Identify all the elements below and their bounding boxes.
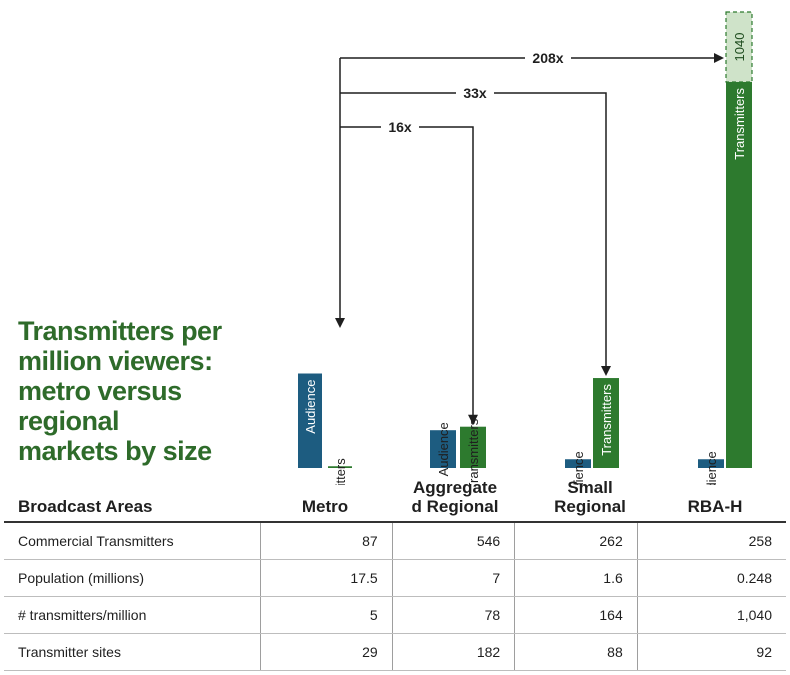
row-label: Transmitter sites <box>4 633 261 671</box>
arrow-head <box>335 318 345 328</box>
table-cell: 1.6 <box>514 559 638 597</box>
col-head-small-regional: Small Regional <box>530 478 650 516</box>
transmitters-bar-label: Transmitters <box>732 88 747 160</box>
table-row: Transmitter sites 29 182 88 92 <box>4 633 786 671</box>
transmitters-bar-label: Transmitters <box>466 418 481 485</box>
table-row: Commercial Transmitters 87 546 262 258 <box>4 523 786 560</box>
table-row: # transmitters/million 5 78 164 1,040 <box>4 596 786 634</box>
audience-bar-label: Audience <box>436 422 451 476</box>
transmitters-bar <box>328 466 352 468</box>
table-cell: 182 <box>391 633 515 671</box>
arrow-label: 33x <box>463 85 487 101</box>
audience-bar <box>565 459 591 468</box>
table-cell: 88 <box>514 633 638 671</box>
table-cell: 17.5 <box>260 559 393 597</box>
data-table: Commercial Transmitters 87 546 262 258 Popula… <box>0 523 790 671</box>
arrow-head <box>601 366 611 377</box>
table-cell: 78 <box>391 596 515 634</box>
audience-bar <box>698 459 724 468</box>
arrow-line <box>419 126 474 417</box>
col-head-aggregated-regional: Aggregate d Regional <box>395 478 515 516</box>
bar-chart: Audience Transmitters Audience Transmitters… <box>298 11 753 485</box>
transmitters-bar-label: Transmitters <box>599 384 614 456</box>
table-cell: 164 <box>514 596 638 634</box>
audience-bar <box>430 430 456 468</box>
table-cell: 5 <box>260 596 393 634</box>
title-line: markets by size <box>18 436 212 466</box>
arrow-head <box>468 414 478 425</box>
table-cell: 87 <box>260 523 393 560</box>
title-line: metro versus <box>18 376 182 406</box>
table-cell: 92 <box>636 633 786 671</box>
row-label: Commercial Transmitters <box>4 523 261 560</box>
transmitters-bar <box>460 426 486 468</box>
transmitters-bar-label: Transmitters <box>333 458 348 485</box>
arrow-label: 208x <box>532 50 563 66</box>
transmitters-bar-overflow <box>725 11 753 83</box>
audience-bar <box>298 373 322 468</box>
table-row: Population (millions) 17.5 7 1.6 0.248 <box>4 559 786 597</box>
title-line: Transmitters per <box>18 316 222 346</box>
value-label: 1040 <box>732 33 747 62</box>
audience-bar-label: Audience <box>303 380 318 434</box>
audience-bar-label: Audience <box>704 451 719 485</box>
transmitters-bar <box>726 82 752 468</box>
table-header-rule <box>4 521 786 523</box>
arrow-label: 16x <box>388 119 412 135</box>
col-head-line: Small <box>567 478 613 497</box>
col-head-line: Regional <box>554 497 626 516</box>
col-head-metro: Metro <box>301 497 349 516</box>
row-label: # transmitters/million <box>4 596 261 634</box>
table-cell: 0.248 <box>636 559 786 597</box>
chart-title: Transmitters per million viewers: metro … <box>18 316 278 466</box>
col-head-line: Aggregate <box>412 478 498 497</box>
col-head-broadcast-areas: Broadcast Areas <box>18 497 153 516</box>
table-cell: 29 <box>260 633 393 671</box>
title-line: million viewers: <box>18 346 213 376</box>
arrow-line <box>494 92 607 369</box>
col-head-rba-h: RBA-H <box>687 497 743 516</box>
table-cell: 262 <box>514 523 638 560</box>
title-line: regional <box>18 406 120 436</box>
table-cell: 546 <box>391 523 515 560</box>
table-cell: 258 <box>636 523 786 560</box>
arrow-head <box>714 53 724 63</box>
table-cell: 7 <box>391 559 515 597</box>
transmitters-bar <box>593 378 619 468</box>
audience-bar-label: Audience <box>571 451 586 485</box>
row-label: Population (millions) <box>4 559 261 597</box>
table-cell: 1,040 <box>636 596 786 634</box>
col-head-line: d Regional <box>411 497 499 516</box>
